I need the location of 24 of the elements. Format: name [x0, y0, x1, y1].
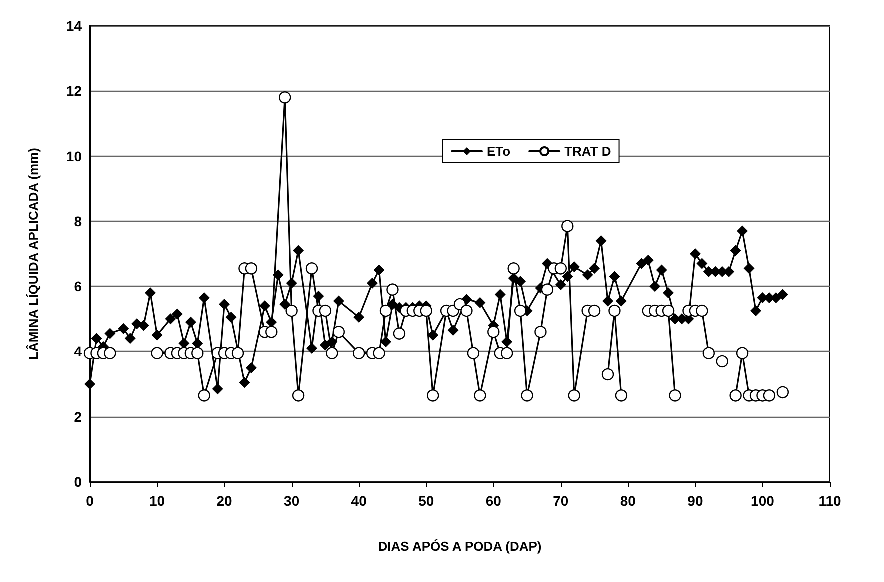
x-tick-label: 90: [688, 493, 704, 509]
y-tick-label: 2: [74, 408, 82, 425]
x-tick-label: 30: [284, 493, 300, 509]
y-tick-label: 4: [74, 344, 82, 360]
y-axis-title: LÂMINA LÍQUIDA APLICADA (mm): [26, 148, 41, 360]
y-tick-label: 0: [74, 474, 82, 490]
y-tick-label: 6: [74, 278, 82, 295]
x-tick-label: 60: [486, 493, 502, 509]
legend-label: ETo: [487, 144, 511, 159]
x-tick-label: 40: [351, 493, 368, 509]
y-tick-label: 10: [66, 148, 82, 164]
y-tick-label: 8: [74, 213, 82, 230]
x-tick-label: 100: [751, 493, 775, 509]
y-tick-label: 12: [66, 83, 82, 100]
x-tick-label: 110: [818, 493, 842, 509]
x-tick-label: 20: [216, 493, 233, 509]
x-tick-label: 10: [149, 493, 166, 509]
x-tick-label: 70: [553, 493, 569, 509]
y-tick-label: 14: [66, 18, 82, 34]
x-axis-title: DIAS APÓS A PODA (DAP): [378, 539, 542, 554]
x-tick-label: 80: [620, 493, 636, 509]
x-tick-label: 50: [418, 493, 434, 509]
x-tick-label: 0: [86, 493, 94, 509]
legend-label: TRAT D: [564, 144, 612, 159]
